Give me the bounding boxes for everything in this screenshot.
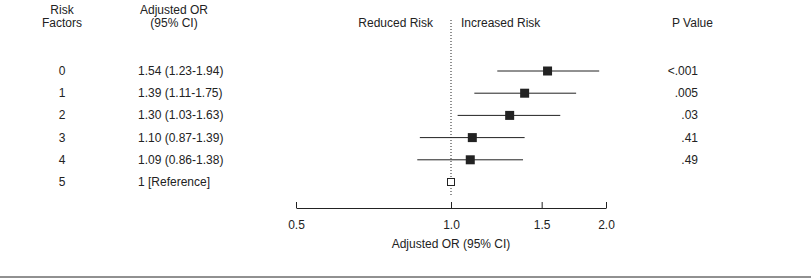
reference-marker [448, 179, 455, 186]
x-axis: 0.5 1.0 1.5 2.0 [288, 202, 615, 232]
estimate-marker [468, 133, 477, 142]
annotation: Reduced Risk [358, 16, 434, 30]
p-value: .03 [681, 108, 698, 122]
category-label: 3 [59, 131, 66, 145]
column-header: Factors [42, 16, 82, 30]
category-label: 0 [59, 64, 66, 78]
p-value: .49 [681, 153, 698, 167]
p-value: .005 [675, 86, 699, 100]
estimate-label: 1.10 (0.87-1.39) [138, 131, 223, 145]
rule [0, 277, 811, 278]
tick: 1.5 [534, 202, 551, 232]
category-label: 1 [59, 86, 66, 100]
estimate-label: 1.54 (1.23-1.94) [138, 64, 223, 78]
estimate-marker [466, 155, 475, 164]
tick: 0.5 [288, 202, 305, 232]
p-value: <.001 [668, 64, 699, 78]
axis-line [297, 208, 607, 209]
headers: RiskFactors Adjusted OR(95% CI) P Value Red… [42, 3, 713, 30]
p-value: .41 [681, 131, 698, 145]
estimate-marker [543, 67, 552, 76]
row-labels: 0 1.54 (1.23-1.94) <.001 1 1.39 (1.11-1.75).… [59, 64, 699, 189]
marks [417, 67, 599, 186]
tick: 1.0 [443, 202, 460, 232]
chart: RiskFactors Adjusted OR(95% CI) P Value Red… [0, 0, 811, 280]
tick-mark [606, 202, 607, 208]
column-header: Adjusted OR [140, 3, 208, 17]
category-label: 4 [59, 153, 66, 167]
column-header: (95% CI) [150, 16, 197, 30]
estimate-label: 1.30 (1.03-1.63) [138, 108, 223, 122]
tick-label: 2.0 [598, 218, 615, 232]
tick-mark [296, 202, 297, 208]
estimate-marker [505, 111, 514, 120]
category-label: 2 [59, 108, 66, 122]
tick: 2.0 [598, 202, 615, 232]
tick-mark [542, 202, 543, 208]
tick-label: 0.5 [288, 218, 305, 232]
estimate-label: 1.09 (0.86-1.38) [138, 153, 223, 167]
category-label: 5 [59, 175, 66, 189]
estimate-label: 1.39 (1.11-1.75) [138, 86, 223, 100]
tick-mark [451, 202, 452, 208]
axis-title: Adjusted OR (95% CI) [392, 237, 511, 251]
estimate-label: 1 [Reference] [138, 175, 210, 189]
annotation: Increased Risk [461, 16, 541, 30]
reference-line [451, 20, 452, 196]
column-header: Risk [50, 3, 74, 17]
tick-label: 1.5 [534, 218, 551, 232]
estimate-marker [520, 89, 529, 98]
column-header: P Value [672, 16, 713, 30]
tick-label: 1.0 [443, 218, 460, 232]
